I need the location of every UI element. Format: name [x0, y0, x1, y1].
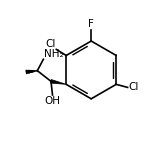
- Text: Cl: Cl: [128, 82, 139, 92]
- Polygon shape: [26, 70, 32, 74]
- Polygon shape: [33, 70, 36, 72]
- Text: Cl: Cl: [45, 39, 56, 49]
- Text: F: F: [88, 19, 94, 29]
- Text: NH₂: NH₂: [44, 49, 64, 59]
- Polygon shape: [31, 70, 35, 73]
- Polygon shape: [51, 79, 66, 84]
- Polygon shape: [28, 70, 33, 73]
- Text: OH: OH: [45, 96, 60, 106]
- Polygon shape: [36, 70, 37, 71]
